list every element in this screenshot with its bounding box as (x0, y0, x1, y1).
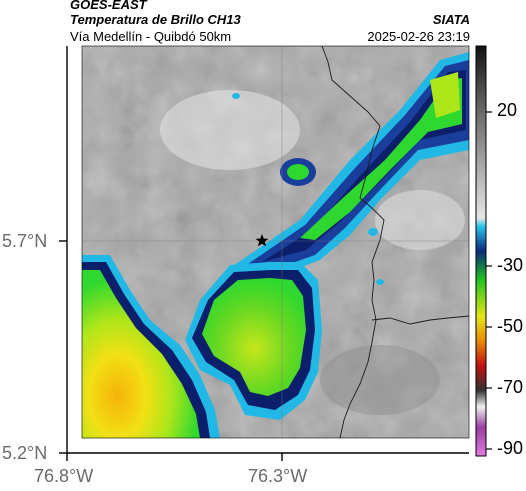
map-title: Temperatura de Brillo CH13 (70, 12, 241, 27)
star-icon (255, 234, 269, 247)
region-label: Vía Medellín - Quibdó 50km (70, 29, 232, 44)
latitude-tick-5-7: 5.7°N (2, 231, 48, 251)
satellite-label: GOES-EAST (70, 0, 147, 12)
longitude-tick-76-3: 76.3°W (248, 466, 308, 486)
longitude-tick-76-8: 76.8°W (34, 466, 94, 486)
colorbar-tick-minus-70: -70 (497, 377, 524, 397)
colorbar-tick-20: 20 (497, 100, 518, 120)
organization-label: SIATA (432, 12, 470, 27)
colorbar-tick-minus-30: -30 (497, 255, 524, 275)
timestamp-label: 2025-02-26 23:19 (367, 29, 470, 44)
colorbar-tick-minus-50: -50 (497, 316, 524, 336)
colorbar-tick-minus-90: -90 (497, 438, 524, 458)
colorbar (475, 45, 492, 457)
latitude-tick-5-2: 5.2°N (2, 443, 48, 463)
